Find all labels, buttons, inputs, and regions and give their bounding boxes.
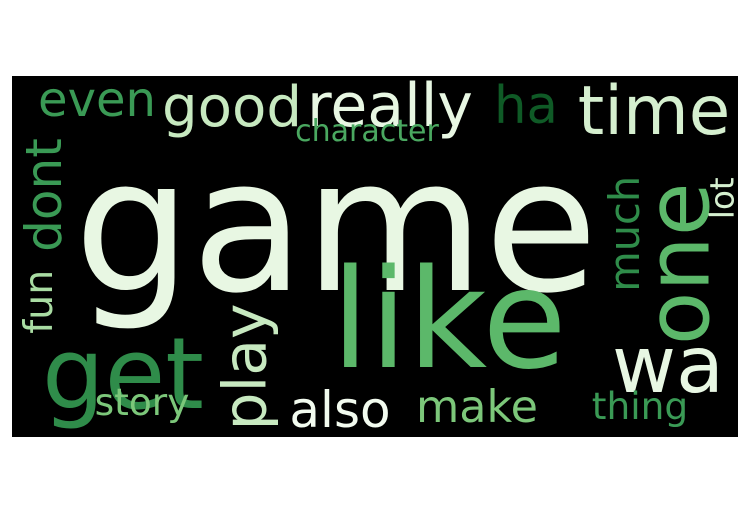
word-like: like: [331, 240, 567, 401]
word-fun: fun: [16, 270, 63, 334]
word-make: make: [416, 381, 538, 433]
word-time: time: [577, 76, 731, 151]
word-thing: thing: [591, 384, 689, 429]
word-cloud: game like one get wa time good really ha…: [12, 76, 738, 437]
word-ha: ha: [494, 76, 558, 137]
word-even: even: [38, 76, 156, 128]
word-much: much: [600, 176, 650, 292]
word-dont: dont: [15, 138, 73, 252]
word-play: play: [211, 303, 281, 431]
word-wa: wa: [612, 319, 724, 411]
word-really: really: [307, 76, 473, 141]
word-story: story: [94, 380, 190, 425]
word-character: character: [295, 114, 439, 149]
word-get: get: [42, 316, 204, 432]
word-also: also: [289, 381, 391, 437]
word-game: game: [74, 118, 598, 334]
word-good: good: [162, 76, 302, 140]
word-lot: lot: [703, 177, 738, 219]
